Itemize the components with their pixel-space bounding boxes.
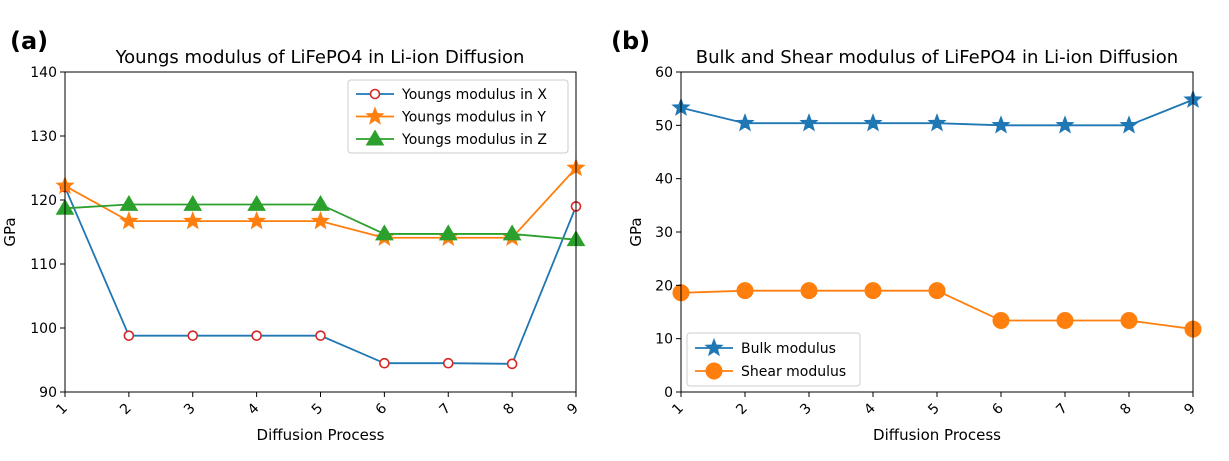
series-0 [671,89,1203,134]
x-tick-label: 6 [373,400,391,418]
y-tick-label: 120 [30,193,57,209]
legend-marker [704,337,724,357]
data-point [315,330,326,341]
x-tick-label: 4 [861,400,879,418]
legend-marker [365,106,385,125]
data-point [119,210,139,230]
x-tick-label: 9 [564,401,582,419]
legend-box [686,332,861,387]
y-axis-label: GPa [1,217,19,246]
y-tick-label: 60 [655,65,673,81]
y-axis-label: GPa [627,217,645,246]
data-point [799,113,819,132]
x-axis-label: Diffusion Process [257,426,385,444]
data-point [991,115,1011,134]
x-tick-label: 2 [733,401,751,419]
legend-label: Bulk modulus [741,341,836,357]
data-point [864,282,882,300]
legend-marker [705,362,723,380]
chart-panel-b: (b) Bulk and Shear modulus of LiFePO4 in … [611,27,1203,444]
data-point [247,194,266,211]
data-point [375,224,394,241]
x-tick-label: 6 [989,400,1007,418]
data-point [187,330,199,341]
series-1 [672,282,1202,338]
legend-item: Bulk modulus [695,337,836,357]
legend-item: Youngs modulus in X [356,87,547,103]
data-point [1119,115,1139,134]
data-point [310,210,331,230]
legend-box [347,79,569,154]
legend: Bulk modulus Shear modulus [686,332,861,387]
chart-title: Youngs modulus of LiFePO4 in Li-ion Diff… [115,47,525,68]
panel-label: (b) [611,27,650,55]
legend-label: Youngs modulus in Z [401,132,547,148]
x-tick-label: 3 [797,401,815,419]
y-tick-label: 130 [30,129,57,145]
x-tick-label: 7 [1053,401,1071,419]
x-tick-label: 4 [245,400,263,418]
data-point [442,357,454,369]
data-point [183,194,203,211]
data-point [251,330,262,341]
data-point [506,358,518,370]
data-point [927,113,947,132]
data-point [379,357,390,369]
legend-label: Youngs modulus in Y [401,110,546,126]
y-tick-label: 50 [655,118,673,134]
legend-marker [369,88,381,100]
legend-item: Shear modulus [695,362,846,380]
x-tick-label: 2 [117,401,135,419]
x-tick-label: 5 [925,401,943,419]
data-point [928,282,946,300]
y-tick-label: 90 [39,385,57,401]
data-point [1055,115,1075,134]
y-tick-label: 110 [30,257,57,273]
data-point [736,282,754,300]
legend: Youngs modulus in X Youngs modulus in Y Yo… [347,79,569,154]
data-point [1120,312,1138,330]
chart-title: Bulk and Shear modulus of LiFePO4 in Li-… [696,47,1178,68]
x-axis-label: Diffusion Process [873,426,1001,444]
data-point [992,312,1010,330]
data-point [183,210,203,230]
x-tick-label: 7 [436,401,454,419]
data-point [800,282,818,300]
series-0 [59,181,582,370]
legend-marker [365,129,385,146]
data-point [438,224,458,241]
data-point [123,330,135,341]
panel-label: (a) [10,27,48,55]
y-tick-label: 0 [664,385,673,401]
x-tick-label: 8 [1117,401,1135,419]
chart-panel-a: (a) Youngs modulus of LiFePO4 in Li-ion D… [1,27,586,444]
data-point [246,210,267,230]
y-tick-label: 20 [655,278,673,294]
y-tick-label: 140 [30,65,57,81]
legend-item: Youngs modulus in Z [356,129,547,148]
y-tick-label: 40 [655,172,673,188]
legend-label: Youngs modulus in X [401,87,547,103]
x-tick-label: 1 [53,401,71,419]
x-tick-label: 3 [181,401,199,419]
data-point [735,113,755,132]
plot-area [55,157,586,370]
data-point [311,194,330,211]
y-tick-label: 30 [655,225,673,241]
y-tick-label: 10 [655,332,673,348]
x-tick-label: 9 [1181,401,1199,419]
plot-area [671,89,1203,338]
legend-label: Shear modulus [741,364,846,380]
data-point [119,194,139,211]
data-point [502,224,522,241]
x-tick-label: 8 [500,401,518,419]
data-point [863,113,883,132]
x-tick-label: 5 [309,401,327,419]
y-tick-label: 100 [30,321,57,337]
data-point [1056,312,1074,330]
x-tick-label: 1 [669,401,687,419]
legend-item: Youngs modulus in Y [356,106,546,126]
